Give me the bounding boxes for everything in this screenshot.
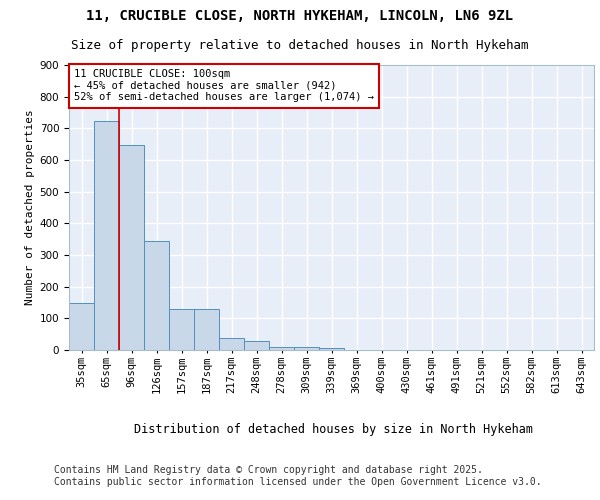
Bar — [319, 348, 344, 350]
Bar — [219, 338, 244, 350]
Bar — [269, 347, 294, 350]
Bar — [94, 122, 119, 350]
Text: Contains HM Land Registry data © Crown copyright and database right 2025.
Contai: Contains HM Land Registry data © Crown c… — [54, 465, 542, 486]
Bar — [69, 302, 94, 350]
Text: Size of property relative to detached houses in North Hykeham: Size of property relative to detached ho… — [71, 39, 529, 52]
Text: 11, CRUCIBLE CLOSE, NORTH HYKEHAM, LINCOLN, LN6 9ZL: 11, CRUCIBLE CLOSE, NORTH HYKEHAM, LINCO… — [86, 9, 514, 23]
Text: Distribution of detached houses by size in North Hykeham: Distribution of detached houses by size … — [134, 422, 533, 436]
Y-axis label: Number of detached properties: Number of detached properties — [25, 110, 35, 306]
Text: 11 CRUCIBLE CLOSE: 100sqm
← 45% of detached houses are smaller (942)
52% of semi: 11 CRUCIBLE CLOSE: 100sqm ← 45% of detac… — [74, 70, 374, 102]
Bar — [169, 309, 194, 350]
Bar — [194, 309, 219, 350]
Bar — [144, 241, 169, 350]
Bar — [244, 340, 269, 350]
Bar — [294, 348, 319, 350]
Bar — [119, 145, 144, 350]
